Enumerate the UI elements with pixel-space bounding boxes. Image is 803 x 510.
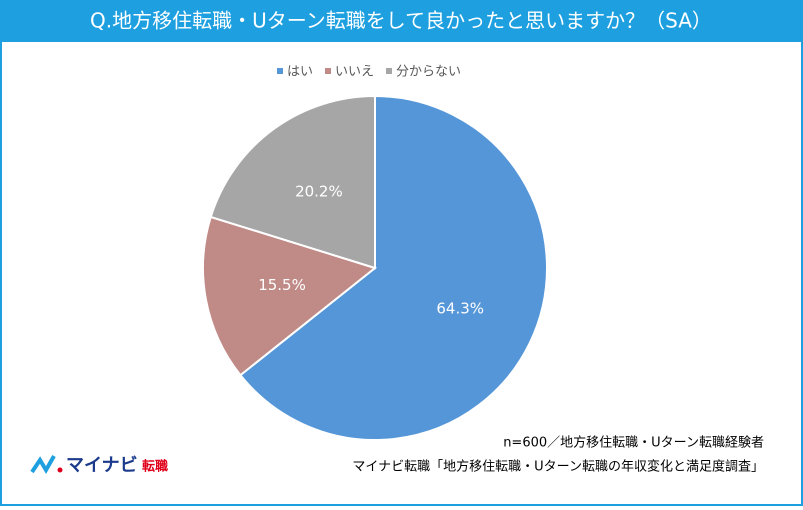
legend-label: はい xyxy=(287,65,313,80)
pie-slice xyxy=(202,215,378,377)
note: マイナビ転職「地方移住転職・Uターン転職の年収変化と満足度調査」 xyxy=(352,459,764,475)
chart-title: Q.地方移住転職・Uターン転職をして良かったと思いますか？（SA） xyxy=(90,9,712,33)
legend-label: 分からない xyxy=(396,65,461,80)
pie-slice xyxy=(209,94,376,270)
logo-suffix: 転職 xyxy=(142,459,168,475)
legend-swatch xyxy=(277,68,283,74)
data-label: 15.5% xyxy=(258,276,306,294)
legend-swatch xyxy=(386,68,392,74)
legend-swatch xyxy=(325,68,331,74)
data-label: 64.3% xyxy=(436,300,484,318)
logo-dot xyxy=(57,467,63,473)
note: n=600／地方移住転職・Uターン転職経験者 xyxy=(503,435,764,451)
title-bar xyxy=(1,1,802,42)
data-label: 20.2% xyxy=(295,182,343,200)
legend-label: いいえ xyxy=(335,65,374,80)
logo-name: マイナビ xyxy=(66,455,138,476)
logo-mark xyxy=(30,455,56,474)
pie-slice xyxy=(239,94,548,441)
